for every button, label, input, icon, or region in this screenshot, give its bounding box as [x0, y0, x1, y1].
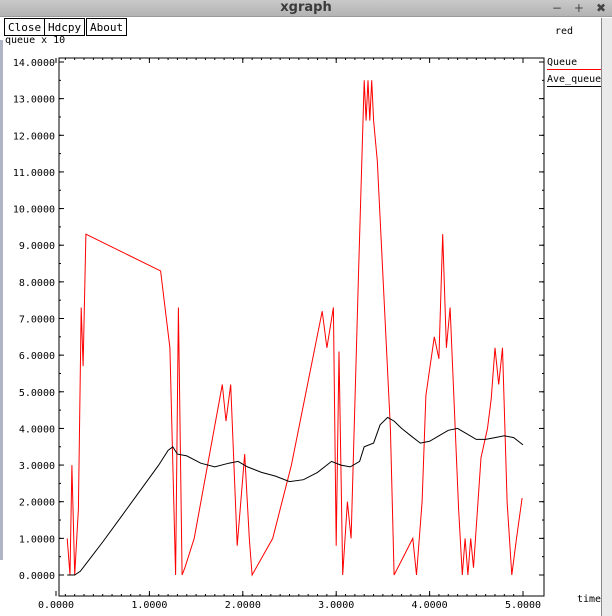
- y-tick-label: 11.0000: [13, 168, 55, 179]
- y-tick-label: 13.0000: [13, 95, 55, 106]
- legend-swatch-ave-queue: [547, 86, 602, 87]
- minimize-icon[interactable]: −: [551, 1, 562, 15]
- desktop-edge: [0, 40, 3, 560]
- scrollbar[interactable]: [601, 18, 612, 616]
- series-line-queue: [66, 80, 523, 577]
- y-tick-label: 0.0000: [19, 571, 55, 582]
- y-axis-label: queue x 10: [5, 35, 66, 46]
- x-tick-label: 1.0000: [131, 600, 167, 611]
- close-button[interactable]: Close: [4, 18, 46, 36]
- title-bar[interactable]: xgraph − + ✖: [0, 0, 612, 17]
- legend-title: red: [555, 26, 574, 37]
- hdcpy-button[interactable]: Hdcpy: [44, 18, 86, 36]
- maximize-icon[interactable]: +: [573, 1, 584, 15]
- plot-frame: [58, 57, 545, 597]
- y-tick-label: 2.0000: [19, 498, 55, 509]
- legend-item-queue: Queue: [547, 57, 578, 68]
- x-axis-label: time: [577, 594, 602, 605]
- legend-swatch-queue: [547, 69, 602, 70]
- y-tick-label: 12.0000: [13, 131, 55, 142]
- y-tick-label: 4.0000: [19, 424, 55, 435]
- y-tick-label: 7.0000: [19, 315, 55, 326]
- about-button[interactable]: About: [86, 18, 128, 36]
- y-tick-label: 9.0000: [19, 241, 55, 252]
- x-tick-label: 5.0000: [505, 600, 541, 611]
- legend-item-ave-queue: Ave_queue: [547, 74, 602, 85]
- y-tick-label: 1.0000: [19, 534, 55, 545]
- x-tick-label: 2.0000: [225, 600, 261, 611]
- y-tick-label: 3.0000: [19, 461, 55, 472]
- x-tick-label: 0.0000: [38, 600, 74, 611]
- y-tick-label: 5.0000: [19, 388, 55, 399]
- window-title: xgraph: [280, 0, 332, 15]
- y-tick-label: 6.0000: [19, 351, 55, 362]
- y-tick-label: 10.0000: [13, 205, 55, 216]
- y-tick-label: 14.0000: [13, 58, 55, 69]
- series-line-ave-queue: [67, 416, 524, 576]
- y-tick-label: 8.0000: [19, 278, 55, 289]
- x-tick-label: 3.0000: [318, 600, 354, 611]
- x-tick-label: 4.0000: [412, 600, 448, 611]
- close-icon[interactable]: ✖: [595, 1, 606, 15]
